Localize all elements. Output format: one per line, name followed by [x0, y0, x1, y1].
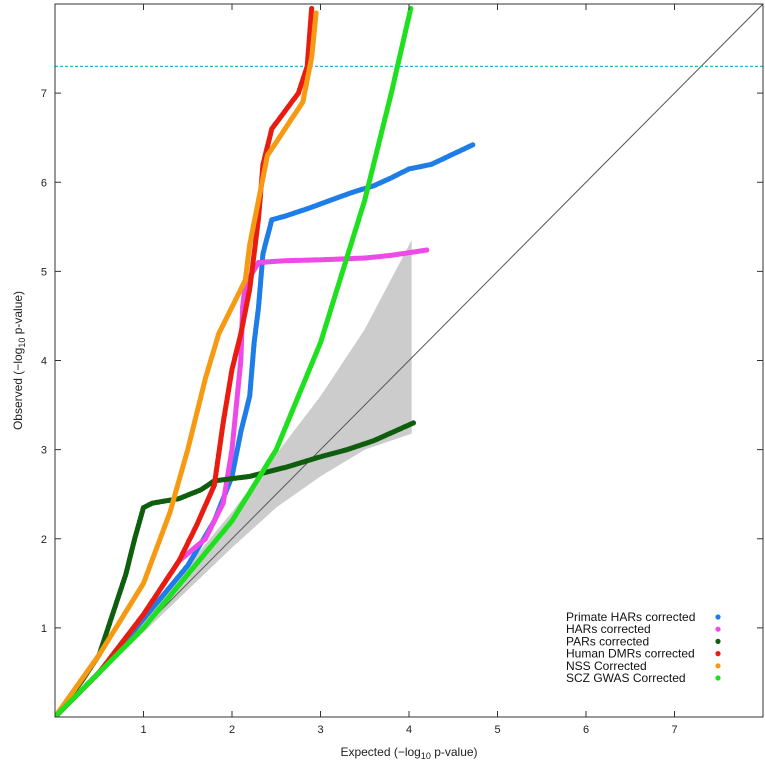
series-2	[55, 420, 417, 717]
axes-layer: 1 2 3 4 5 6 7 1 2 3 4 5 6 7	[41, 4, 763, 736]
x-axis-title: Expected (−log10 p-value)	[340, 745, 477, 761]
legend-entry-label: NSS Corrected	[566, 659, 647, 673]
y-axis-title: Observed (−log10 p-value)	[11, 291, 27, 430]
legend-entry-marker	[715, 675, 721, 681]
y-tick-label: 2	[41, 534, 47, 546]
legend-entry-label: Primate HARs corrected	[566, 610, 695, 624]
legend-entry-marker	[715, 663, 721, 669]
legend-entry-label: HARs corrected	[566, 622, 651, 636]
series-4	[55, 10, 319, 717]
data-points-layer	[55, 5, 476, 717]
series-0-point	[470, 142, 476, 148]
y-axis-title-suffix: p-value)	[11, 291, 25, 338]
legend-entry-label: PARs corrected	[566, 634, 649, 648]
series-3-point	[309, 5, 315, 12]
x-axis-title-subscript: 10	[421, 751, 431, 761]
y-tick-label: 3	[41, 445, 47, 457]
reference-line-layer	[55, 4, 763, 717]
x-axis-title-prefix: Expected (−log	[340, 745, 420, 759]
y-tick-label: 5	[41, 266, 47, 278]
series-5	[55, 5, 414, 717]
legend-entry-marker	[715, 651, 721, 657]
y-tick-label: 1	[41, 623, 47, 635]
x-tick-label: 6	[583, 724, 589, 736]
legend-entry-marker	[715, 626, 721, 632]
y-tick-label: 6	[41, 177, 47, 189]
x-tick-label: 4	[406, 724, 412, 736]
y-axis-title-prefix: Observed (−log	[11, 348, 25, 430]
x-tick-label: 7	[671, 724, 677, 736]
x-tick-label: 2	[229, 724, 235, 736]
series-4-point	[313, 10, 319, 16]
legend-entry-marker	[715, 614, 721, 620]
y-tick-label: 4	[41, 356, 47, 368]
x-tick-label: 5	[494, 724, 500, 736]
x-axis-title-suffix: p-value)	[431, 745, 478, 759]
x-tick-label: 3	[317, 724, 323, 736]
y-tick-label: 7	[41, 88, 47, 100]
legend-entry-label: Human DMRs corrected	[566, 647, 695, 661]
x-tick-label: 1	[140, 724, 146, 736]
y-axis-title-subscript: 10	[17, 338, 27, 348]
series-2-point	[410, 420, 417, 426]
legend-entry-label: SCZ GWAS Corrected	[566, 671, 686, 685]
series-1-point	[424, 247, 430, 253]
legend-entry-marker	[715, 638, 721, 645]
reference-line	[55, 4, 763, 717]
